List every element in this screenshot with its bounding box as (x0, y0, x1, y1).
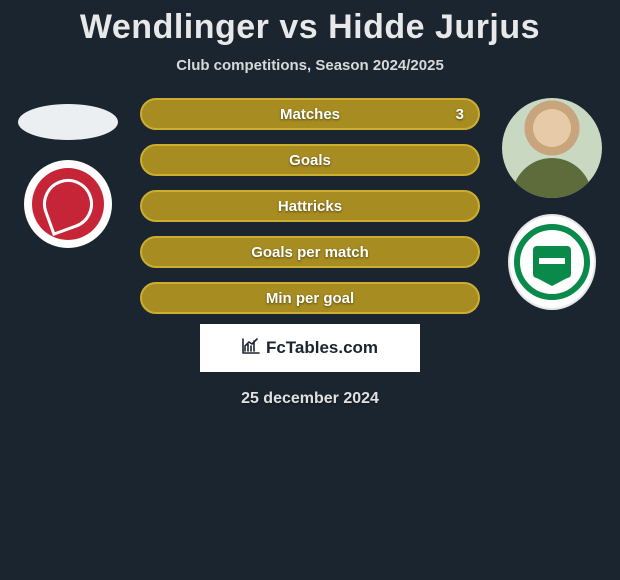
player-right-avatar (502, 98, 602, 198)
stat-label: Min per goal (266, 290, 354, 307)
comparison-card: Wendlinger vs Hidde Jurjus Club competit… (0, 0, 620, 408)
player-left-column (18, 98, 118, 248)
chart-icon (242, 338, 260, 358)
stat-label: Goals per match (251, 244, 369, 261)
watermark: FcTables.com (200, 324, 420, 372)
stat-row: Goals per match (140, 236, 480, 268)
stat-label: Matches (280, 106, 340, 123)
stat-row: Matches 3 (140, 98, 480, 130)
player-right-column (502, 98, 602, 306)
stats-column: Matches 3 Goals Hattricks Goals per match Min… (140, 98, 480, 314)
subtitle: Club competitions, Season 2024/2025 (0, 57, 620, 74)
page-title: Wendlinger vs Hidde Jurjus (0, 8, 620, 47)
club-left-logo (24, 160, 112, 248)
stat-value-right: 3 (456, 106, 464, 123)
player-left-avatar (18, 104, 118, 140)
stat-label: Goals (289, 152, 331, 169)
stat-row: Hattricks (140, 190, 480, 222)
date: 25 december 2024 (0, 390, 620, 408)
club-right-logo (508, 218, 596, 306)
main-row: Matches 3 Goals Hattricks Goals per match Min… (0, 98, 620, 314)
stat-row: Min per goal (140, 282, 480, 314)
watermark-text: FcTables.com (266, 338, 378, 358)
stat-row: Goals (140, 144, 480, 176)
stat-label: Hattricks (278, 198, 342, 215)
